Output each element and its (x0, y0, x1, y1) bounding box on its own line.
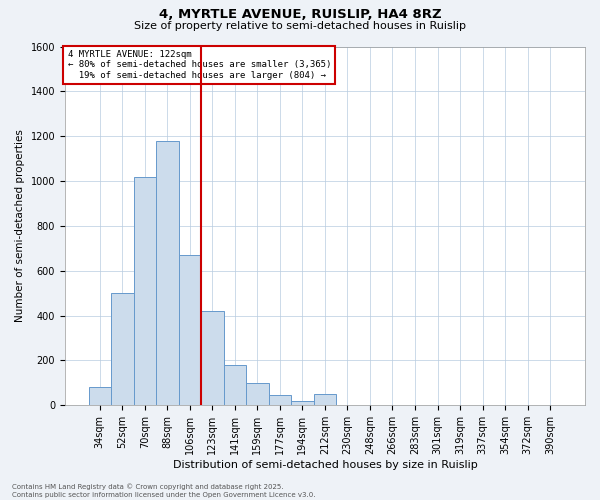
Bar (156, 140, 179, 406)
Bar (89, 388, 111, 406)
Bar (179, 255, 201, 406)
Bar (269, 396, 291, 406)
Y-axis label: Number of semi-detached properties: Number of semi-detached properties (15, 130, 25, 322)
Bar (224, 365, 246, 406)
Bar (111, 293, 134, 406)
X-axis label: Distribution of semi-detached houses by size in Ruislip: Distribution of semi-detached houses by … (173, 460, 478, 470)
Bar (201, 311, 224, 406)
Bar (314, 394, 336, 406)
Bar (246, 383, 269, 406)
Bar (291, 401, 314, 406)
Text: Size of property relative to semi-detached houses in Ruislip: Size of property relative to semi-detach… (134, 21, 466, 31)
Text: 4 MYRTLE AVENUE: 122sqm
← 80% of semi-detached houses are smaller (3,365)
  19% : 4 MYRTLE AVENUE: 122sqm ← 80% of semi-de… (68, 50, 331, 80)
Text: 4, MYRTLE AVENUE, RUISLIP, HA4 8RZ: 4, MYRTLE AVENUE, RUISLIP, HA4 8RZ (158, 8, 442, 20)
Text: Contains HM Land Registry data © Crown copyright and database right 2025.
Contai: Contains HM Land Registry data © Crown c… (12, 484, 316, 498)
Bar (134, 176, 156, 406)
